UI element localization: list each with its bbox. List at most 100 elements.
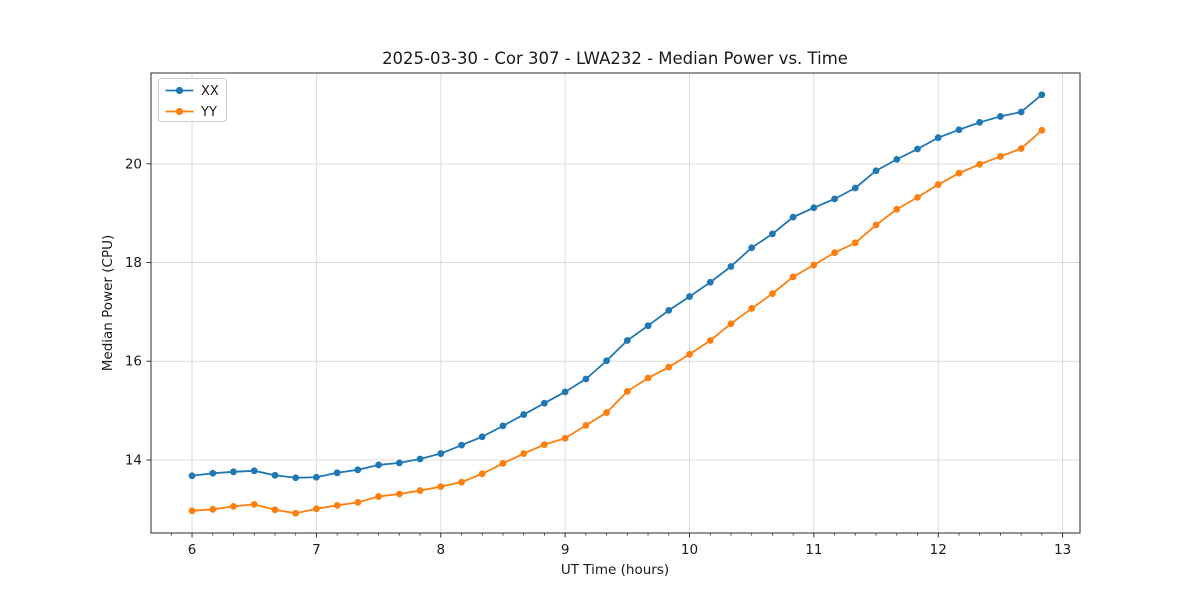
- data-point-yy: [230, 502, 237, 510]
- data-point-xx: [333, 469, 341, 477]
- data-point-xx: [416, 455, 424, 463]
- legend-marker-xx: [175, 86, 184, 95]
- data-point-yy: [810, 261, 818, 269]
- x-tick-label: 13: [1054, 542, 1071, 558]
- data-point-xx: [540, 399, 548, 407]
- data-point-yy: [789, 273, 797, 281]
- data-point-yy: [706, 337, 714, 344]
- data-point-yy: [831, 249, 839, 257]
- data-point-yy: [271, 506, 279, 514]
- data-point-yy: [375, 493, 382, 500]
- data-point-xx: [271, 471, 279, 479]
- data-point-yy: [644, 374, 652, 382]
- legend-label-yy: YY: [200, 105, 217, 120]
- data-point-yy: [354, 499, 362, 506]
- data-point-xx: [810, 204, 818, 212]
- data-point-xx: [976, 118, 984, 126]
- data-point-yy: [976, 160, 984, 168]
- x-tick-label: 12: [930, 542, 947, 558]
- data-point-xx: [955, 126, 963, 134]
- data-point-xx: [499, 422, 507, 430]
- data-point-xx: [250, 467, 258, 475]
- data-point-yy: [478, 470, 486, 478]
- data-point-xx: [582, 375, 590, 383]
- data-series: [188, 91, 1046, 517]
- data-point-xx: [561, 388, 569, 396]
- data-point-yy: [437, 483, 445, 491]
- x-tick-label: 8: [436, 542, 445, 558]
- data-point-yy: [520, 450, 528, 457]
- data-point-yy: [499, 460, 507, 467]
- y-tick-label: 20: [125, 156, 142, 172]
- data-point-xx: [769, 230, 776, 238]
- data-point-yy: [540, 441, 548, 449]
- data-point-xx: [934, 134, 942, 142]
- series-line-yy: [191, 129, 1043, 515]
- data-point-xx: [851, 184, 859, 192]
- data-point-yy: [209, 505, 217, 513]
- data-point-yy: [250, 500, 258, 508]
- data-point-xx: [914, 145, 921, 153]
- data-point-xx: [623, 337, 631, 344]
- data-point-yy: [603, 409, 610, 416]
- data-point-xx: [209, 469, 217, 477]
- legend-label-xx: XX: [201, 84, 219, 99]
- data-point-xx: [665, 307, 673, 314]
- data-point-xx: [789, 213, 797, 221]
- data-point-yy: [914, 193, 921, 201]
- x-tick-label: 6: [188, 542, 197, 558]
- data-point-yy: [313, 505, 320, 513]
- data-point-xx: [395, 459, 403, 467]
- x-tick-label: 7: [312, 542, 321, 558]
- data-point-xx: [872, 167, 880, 175]
- data-point-xx: [292, 474, 300, 482]
- gridlines: [151, 73, 1080, 533]
- data-point-yy: [955, 169, 963, 177]
- data-point-yy: [458, 478, 465, 486]
- data-point-yy: [623, 387, 631, 395]
- data-point-xx: [706, 278, 714, 286]
- data-point-xx: [520, 411, 528, 418]
- data-point-xx: [686, 293, 693, 300]
- data-point-xx: [478, 433, 486, 441]
- data-point-xx: [375, 461, 382, 469]
- data-point-xx: [893, 155, 901, 163]
- data-point-yy: [292, 509, 300, 517]
- data-point-yy: [727, 320, 735, 328]
- data-point-yy: [748, 305, 756, 312]
- legend-marker-yy: [175, 107, 184, 116]
- chart-title: 2025-03-30 - Cor 307 - LWA232 - Median P…: [382, 49, 848, 68]
- data-point-yy: [665, 363, 673, 371]
- legend-item-yy: YY: [165, 105, 217, 120]
- data-point-xx: [1038, 91, 1046, 99]
- x-tick-label: 11: [805, 542, 822, 558]
- x-tick-label: 10: [681, 542, 698, 558]
- legend-item-xx: XX: [165, 84, 219, 99]
- data-point-yy: [561, 434, 569, 442]
- data-point-xx: [997, 113, 1004, 120]
- data-point-yy: [769, 290, 776, 298]
- y-tick-label: 14: [125, 452, 142, 468]
- data-point-xx: [230, 468, 237, 476]
- data-point-yy: [333, 501, 341, 509]
- y-axis-label: Median Power (CPU): [100, 235, 116, 371]
- data-point-yy: [1017, 145, 1025, 152]
- x-axis-label: UT Time (hours): [561, 562, 669, 578]
- data-point-xx: [748, 244, 756, 252]
- series-line-xx: [191, 93, 1043, 479]
- data-point-yy: [893, 205, 901, 213]
- y-tick-label: 16: [125, 354, 142, 370]
- data-point-xx: [458, 441, 465, 449]
- data-point-xx: [188, 472, 196, 480]
- data-point-xx: [1017, 108, 1025, 116]
- y-tick-label: 18: [125, 255, 142, 271]
- plot-area-border: [150, 72, 1081, 534]
- data-point-yy: [872, 221, 880, 229]
- data-point-xx: [727, 263, 735, 270]
- data-point-xx: [603, 357, 610, 365]
- data-point-xx: [313, 473, 320, 481]
- data-point-yy: [582, 422, 590, 429]
- data-point-xx: [354, 466, 362, 474]
- axis-ticks: [146, 163, 1064, 538]
